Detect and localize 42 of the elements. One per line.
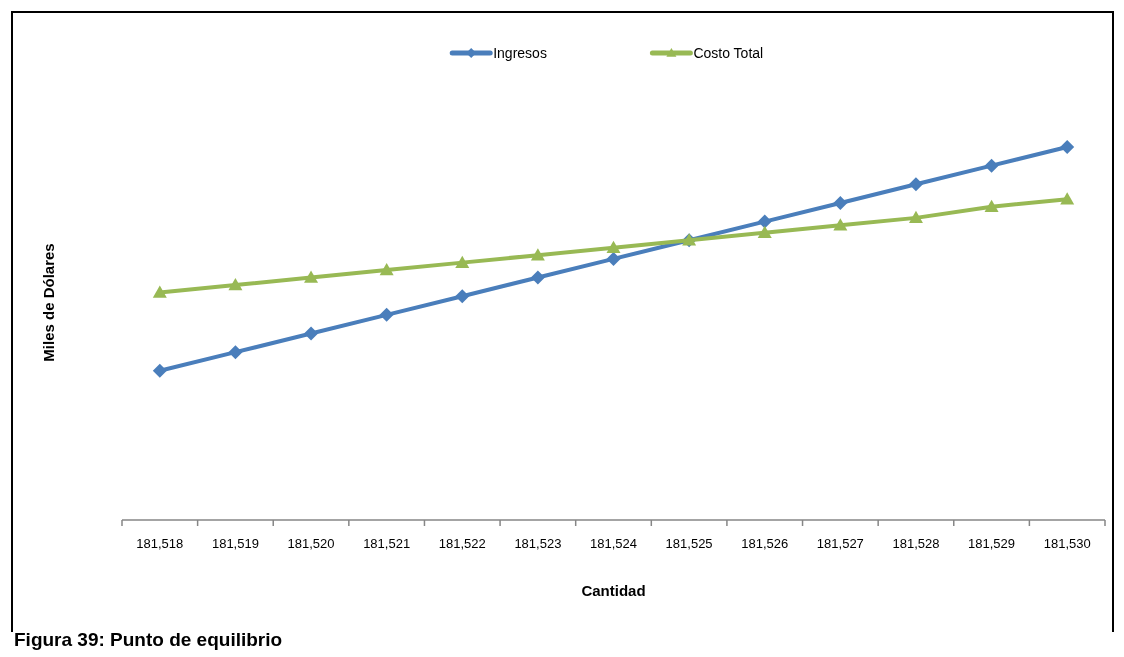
x-tick-label: 181,523 [514, 536, 562, 551]
x-tick-label: 181,519 [211, 536, 259, 551]
point [530, 248, 545, 261]
x-tick-label: 181,520 [287, 536, 335, 551]
x-tick-label: 181,522 [438, 536, 486, 551]
y-axis-title: Miles de Dólares [40, 243, 57, 362]
point [455, 289, 470, 304]
point [606, 251, 621, 266]
x-tick-label: 181,518 [136, 536, 184, 551]
point [455, 255, 470, 268]
point [757, 225, 772, 239]
text: Figura 39: Punto de equilibrio [14, 629, 283, 650]
point [304, 326, 319, 341]
point [228, 278, 243, 291]
x-tick-label: 181,524 [590, 536, 637, 551]
legend-label: Costo Total [693, 45, 764, 61]
point [152, 363, 167, 378]
x-tick-label: 181,526 [741, 536, 789, 551]
point [530, 270, 545, 285]
x-tick-label: 181,529 [968, 536, 1016, 551]
point [606, 240, 621, 253]
x-tick-label: 181,525 [665, 536, 713, 551]
x-tick-label: 181,528 [892, 536, 940, 551]
point [757, 214, 772, 229]
point [984, 158, 999, 173]
point [908, 210, 923, 224]
point [833, 195, 848, 210]
point [379, 263, 394, 276]
point [152, 285, 167, 298]
point [1060, 140, 1075, 154]
point [908, 177, 923, 192]
x-axis-title: Cantidad [581, 582, 646, 599]
point [228, 345, 243, 360]
point [304, 270, 319, 283]
x-tick-label: 181,521 [363, 536, 411, 551]
legend-label: Ingresos [493, 45, 547, 61]
point [984, 199, 999, 212]
point [1060, 192, 1075, 205]
x-tick-label: 181,527 [816, 536, 864, 551]
x-tick-label: 181,530 [1043, 536, 1091, 551]
point [833, 218, 848, 231]
point [379, 307, 394, 322]
